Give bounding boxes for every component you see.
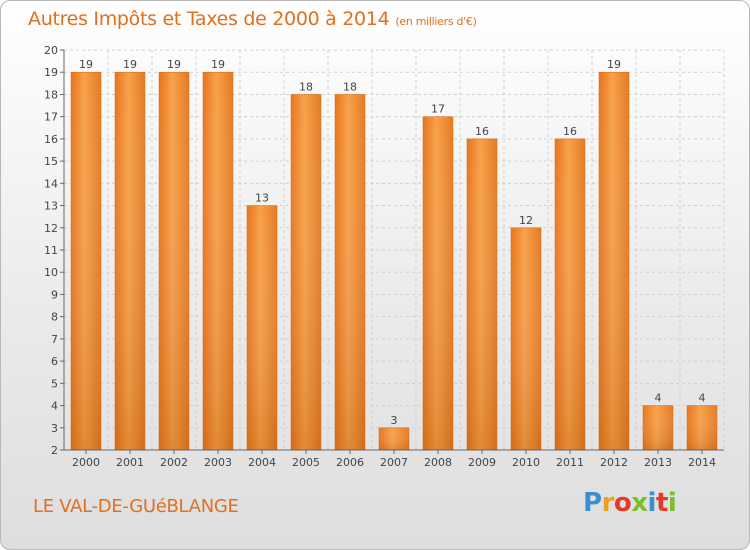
x-tick-label: 2004 bbox=[248, 456, 276, 469]
y-tick-label: 2 bbox=[51, 444, 58, 457]
value-label: 19 bbox=[79, 58, 93, 71]
value-labels: 19 19 19 19 13 18 18 3 17 16 12 16 19 4 4 bbox=[79, 58, 706, 427]
logo-letter: t bbox=[655, 488, 668, 518]
bar-shade bbox=[687, 405, 717, 450]
bars-group bbox=[70, 71, 718, 451]
y-tick-label: 20 bbox=[44, 44, 58, 57]
chart-title: Autres Impôts et Taxes de 2000 à 2014 (en… bbox=[28, 8, 477, 30]
logo-letter: i bbox=[667, 488, 677, 518]
x-tick-label: 2013 bbox=[644, 456, 672, 469]
x-tick-label: 2002 bbox=[160, 456, 188, 469]
x-tick-label: 2005 bbox=[292, 456, 320, 469]
bar-shade bbox=[203, 72, 233, 450]
bar-shade bbox=[335, 94, 365, 450]
value-label: 19 bbox=[123, 58, 137, 71]
chart-title-text: Autres Impôts et Taxes de 2000 à 2014 bbox=[28, 8, 390, 30]
y-tick-label: 15 bbox=[44, 155, 58, 168]
commune-name: LE VAL-DE-GUéBLANGE bbox=[33, 496, 239, 517]
value-label: 19 bbox=[211, 58, 225, 71]
logo-letter: i bbox=[647, 488, 657, 518]
bar-shade bbox=[247, 205, 277, 450]
bar-shade bbox=[291, 94, 321, 450]
bar-shade bbox=[467, 138, 497, 450]
bar-shade bbox=[511, 227, 541, 450]
bar-shade bbox=[555, 138, 585, 450]
value-label: 17 bbox=[431, 103, 445, 116]
logo-letter: r bbox=[601, 488, 615, 518]
logo-letter: P bbox=[583, 488, 602, 518]
value-label: 4 bbox=[699, 392, 706, 405]
bar-shade bbox=[423, 116, 453, 451]
bar-shade bbox=[379, 427, 409, 450]
value-label: 12 bbox=[519, 214, 533, 227]
x-tick-label: 2006 bbox=[336, 456, 364, 469]
bar-shade bbox=[71, 72, 101, 450]
x-tick-label: 2007 bbox=[380, 456, 408, 469]
value-label: 3 bbox=[391, 414, 398, 427]
y-tick-label: 18 bbox=[44, 88, 58, 101]
x-tick-label: 2009 bbox=[468, 456, 496, 469]
y-tick-label: 19 bbox=[44, 66, 58, 79]
value-label: 18 bbox=[299, 80, 313, 93]
x-tick-label: 2011 bbox=[556, 456, 584, 469]
y-tick-label: 17 bbox=[44, 111, 58, 124]
y-tick-label: 16 bbox=[44, 133, 58, 146]
y-tick-label: 5 bbox=[51, 377, 58, 390]
x-tick-label: 2001 bbox=[116, 456, 144, 469]
proxiti-logo[interactable]: Proxiti bbox=[583, 488, 677, 518]
value-label: 19 bbox=[167, 58, 181, 71]
x-tick-label: 2010 bbox=[512, 456, 540, 469]
value-label: 4 bbox=[655, 392, 662, 405]
y-tick-label: 12 bbox=[44, 222, 58, 235]
y-tick-label: 13 bbox=[44, 200, 58, 213]
value-label: 18 bbox=[343, 80, 357, 93]
y-tick-label: 14 bbox=[44, 177, 58, 190]
bar-shade bbox=[643, 405, 673, 450]
y-tick-label: 6 bbox=[51, 355, 58, 368]
axes: 2 3 4 5 6 7 8 9 10 11 12 13 14 15 16 17 18 19 20 2000 2001 20… bbox=[44, 44, 724, 469]
value-label: 16 bbox=[563, 125, 577, 138]
y-tick-label: 7 bbox=[51, 333, 58, 346]
bar-shade bbox=[599, 72, 629, 450]
value-label: 19 bbox=[607, 58, 621, 71]
y-tick-label: 8 bbox=[51, 311, 58, 324]
logo-letter: x bbox=[631, 488, 648, 518]
x-tick-label: 2012 bbox=[600, 456, 628, 469]
y-tick-label: 9 bbox=[51, 288, 58, 301]
value-label: 16 bbox=[475, 125, 489, 138]
logo-letter: o bbox=[613, 488, 632, 518]
y-tick-label: 4 bbox=[51, 400, 58, 413]
x-tick-label: 2008 bbox=[424, 456, 452, 469]
value-label: 13 bbox=[255, 192, 269, 205]
bar-shade bbox=[115, 72, 145, 450]
x-tick-label: 2003 bbox=[204, 456, 232, 469]
x-tick-label: 2014 bbox=[688, 456, 716, 469]
y-tick-label: 11 bbox=[44, 244, 58, 257]
chart-subtitle: (en milliers d'€) bbox=[395, 15, 477, 28]
bar-shade bbox=[159, 72, 189, 450]
x-tick-label: 2000 bbox=[72, 456, 100, 469]
y-tick-label: 3 bbox=[51, 422, 58, 435]
y-tick-label: 10 bbox=[44, 266, 58, 279]
